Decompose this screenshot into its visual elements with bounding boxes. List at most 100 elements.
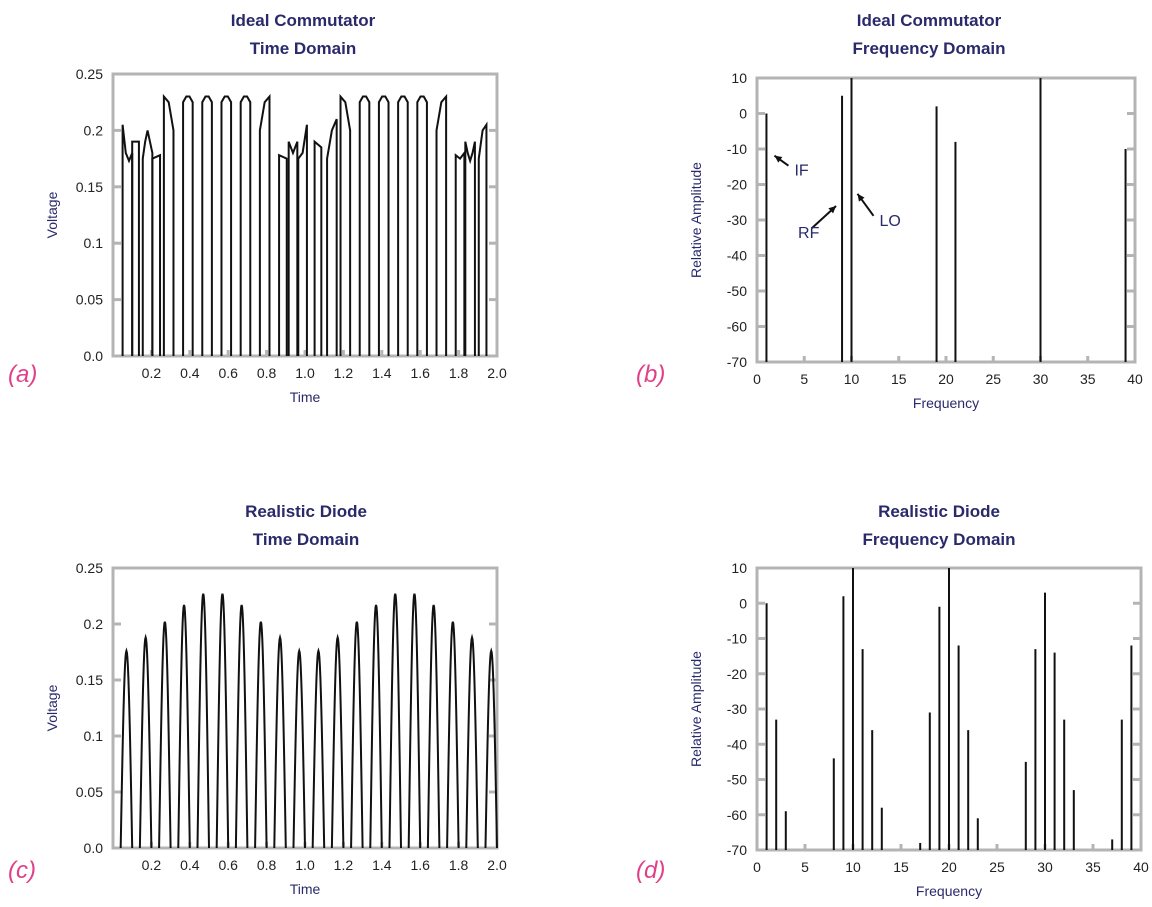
y-tick-label: 0.0 xyxy=(84,840,104,856)
panel-label: (a) xyxy=(8,361,37,388)
chart-title-line: Frequency Domain xyxy=(852,39,1005,58)
diode-pulse xyxy=(177,604,191,849)
x-tick-label: 1.2 xyxy=(334,365,354,381)
x-tick-label: 2.0 xyxy=(487,365,507,381)
annotation-label: LO xyxy=(880,213,901,230)
diode-pulse xyxy=(254,621,268,849)
waveform-pulse xyxy=(358,95,371,356)
diode-pulse xyxy=(426,604,441,849)
panel-label: (b) xyxy=(636,361,665,388)
x-axis-label: Time xyxy=(290,881,321,897)
waveform-pulse xyxy=(131,140,140,356)
waveform-pulse xyxy=(220,95,233,356)
x-tick-label: 0.2 xyxy=(142,365,162,381)
waveform-pulse xyxy=(435,93,448,356)
y-tick-label: 0.1 xyxy=(84,235,104,251)
y-tick-label: 0 xyxy=(739,106,747,122)
x-tick-label: 35 xyxy=(1085,859,1101,875)
waveform-pulse xyxy=(141,130,154,356)
y-axis-label: Relative Amplitude xyxy=(688,162,704,278)
waveform-pulse xyxy=(397,95,409,356)
y-tick-label: 0.2 xyxy=(84,616,104,632)
waveform-pulse xyxy=(297,124,308,356)
x-tick-label: 1.6 xyxy=(410,365,430,381)
panel-label: (c) xyxy=(8,857,36,884)
y-tick-label: 0.15 xyxy=(76,672,103,688)
y-axis-label: Voltage xyxy=(44,191,60,238)
diode-pulse xyxy=(273,633,287,849)
x-tick-label: 1.0 xyxy=(295,857,315,873)
y-tick-label: -70 xyxy=(727,842,747,858)
x-tick-label: 0.2 xyxy=(142,857,162,873)
waveform-pulse xyxy=(313,139,323,356)
x-tick-label: 1.8 xyxy=(449,365,469,381)
annotation-label: IF xyxy=(794,163,808,180)
diode-pulse xyxy=(465,633,479,849)
y-tick-label: 0.15 xyxy=(76,179,103,195)
x-tick-label: 1.4 xyxy=(372,857,392,873)
x-tick-label: 20 xyxy=(938,371,954,387)
chart-title-line: Realistic Diode xyxy=(878,502,1000,521)
waveform-pulse xyxy=(239,95,252,356)
waveform-pulse xyxy=(287,141,299,356)
x-tick-label: 1.4 xyxy=(372,365,392,381)
y-tick-label: -60 xyxy=(727,807,747,823)
waveform-pulse xyxy=(377,95,390,356)
waveform-pulse xyxy=(151,153,162,356)
x-tick-label: 1.0 xyxy=(295,365,315,381)
diode-pulse xyxy=(234,604,249,849)
y-tick-label: -10 xyxy=(727,141,747,157)
y-tick-label: 10 xyxy=(731,70,747,86)
waveform-pulse xyxy=(258,93,271,356)
diode-pulse xyxy=(350,621,364,849)
y-tick-label: -50 xyxy=(727,772,747,788)
waveform-pulse xyxy=(121,124,134,356)
chart-title-line: Frequency Domain xyxy=(862,530,1015,549)
diode-pulse xyxy=(311,647,326,849)
y-tick-label: 0.05 xyxy=(76,784,103,800)
diode-pulse xyxy=(407,593,422,849)
diode-pulse xyxy=(292,647,306,849)
x-tick-label: 0.6 xyxy=(218,365,238,381)
x-tick-label: 40 xyxy=(1127,371,1143,387)
chart-title-line: Ideal Commutator xyxy=(857,11,1002,30)
y-tick-label: -40 xyxy=(727,248,747,264)
chart-title-line: Time Domain xyxy=(250,39,356,58)
x-tick-label: 30 xyxy=(1037,859,1053,875)
diode-pulse xyxy=(484,647,498,849)
diode-pulse xyxy=(158,621,172,849)
y-tick-label: 10 xyxy=(731,560,747,576)
waveform-pulse xyxy=(416,95,428,356)
x-tick-label: 0 xyxy=(753,859,761,875)
series-group xyxy=(765,568,1133,850)
waveform-pulse xyxy=(326,118,338,356)
waveform-pulse xyxy=(477,121,488,356)
diode-pulse xyxy=(138,633,153,849)
y-tick-label: -30 xyxy=(727,212,747,228)
x-tick-label: 25 xyxy=(989,859,1005,875)
chart-panel-c: Realistic Diode Time Domain (c) 0.0 0.05 0.1 0… xyxy=(8,502,507,897)
waveform-pulse xyxy=(339,93,352,356)
x-tick-label: 15 xyxy=(893,859,909,875)
chart-panel-b: Ideal Commutator Frequency Domain (b) 10 0 -1… xyxy=(636,11,1143,411)
x-tick-label: 35 xyxy=(1080,371,1096,387)
y-tick-label: -20 xyxy=(727,177,747,193)
x-tick-label: 10 xyxy=(844,371,860,387)
x-tick-label: 0 xyxy=(753,371,761,387)
panel-label: (d) xyxy=(636,857,665,884)
y-tick-label: -10 xyxy=(727,631,747,647)
waveform-pulse xyxy=(201,95,213,356)
chart-title-line: Realistic Diode xyxy=(245,502,367,521)
x-tick-label: 0.8 xyxy=(257,365,277,381)
series-group xyxy=(121,93,488,356)
diode-pulse xyxy=(330,633,345,849)
annotation-lo: LO xyxy=(856,193,901,230)
diode-pulse xyxy=(119,647,134,849)
y-tick-label: 0.0 xyxy=(84,348,104,364)
chart-panel-d: Realistic Diode Frequency Domain (d) 10 0 -10… xyxy=(636,502,1149,899)
diode-pulse xyxy=(215,593,230,849)
y-tick-label: 0.1 xyxy=(84,728,104,744)
y-tick-label: 0.25 xyxy=(76,560,103,576)
y-tick-label: -50 xyxy=(727,283,747,299)
